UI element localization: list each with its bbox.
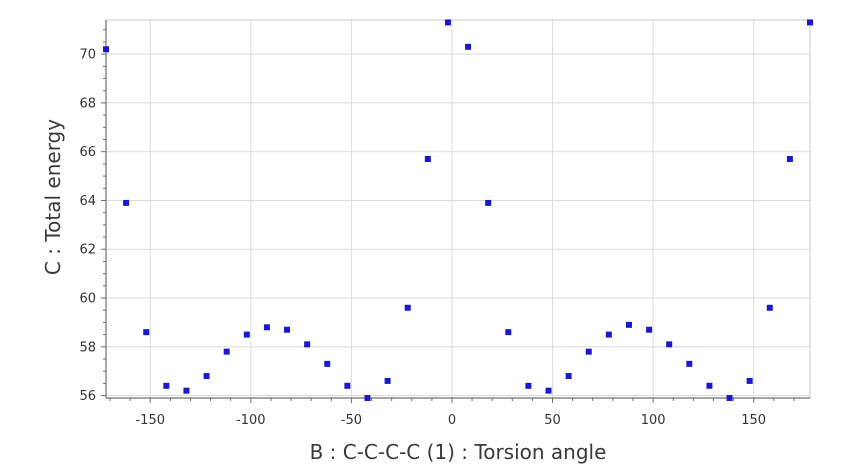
data-point: [585, 348, 592, 355]
y-tick-label: 66: [79, 145, 96, 160]
data-point: [404, 304, 411, 311]
data-point: [746, 377, 753, 384]
y-axis-title: C : Total energy: [41, 119, 65, 275]
y-tick-label: 60: [79, 292, 96, 307]
y-tick-label: 68: [79, 96, 96, 111]
data-points: [103, 19, 813, 401]
x-tick-label: 50: [544, 413, 561, 428]
y-tick-label: 58: [79, 340, 96, 355]
data-point: [284, 326, 291, 333]
data-point: [666, 341, 673, 348]
data-point: [243, 331, 250, 338]
data-point: [384, 377, 391, 384]
data-point: [123, 199, 130, 206]
data-point: [766, 304, 773, 311]
data-point: [605, 331, 612, 338]
y-tick-label: 56: [79, 389, 96, 404]
data-point: [706, 382, 713, 389]
axes: 56 58 60 62 64 66 68 70 -150 -100 -50 0 50 100 150: [79, 20, 810, 428]
x-tick-label: 100: [641, 413, 666, 428]
data-point: [565, 373, 572, 380]
data-point: [324, 360, 331, 367]
data-point: [625, 321, 632, 328]
data-point: [545, 387, 552, 394]
data-point: [686, 360, 693, 367]
data-point: [465, 43, 472, 50]
data-point: [364, 395, 371, 401]
data-point: [786, 156, 793, 163]
data-point: [485, 199, 492, 206]
data-point: [444, 19, 451, 26]
y-tick-label: 70: [79, 48, 96, 63]
y-tick-label: 62: [79, 243, 96, 258]
x-tick-label: -50: [341, 413, 362, 428]
data-point: [203, 373, 210, 380]
x-tick-label: 150: [741, 413, 766, 428]
x-tick-label: -150: [135, 413, 165, 428]
data-point: [807, 19, 813, 26]
data-point: [223, 348, 230, 355]
grid: [106, 20, 810, 398]
data-point: [143, 329, 150, 336]
data-point: [103, 46, 109, 53]
data-point: [163, 382, 170, 389]
x-tick-label: 0: [448, 413, 456, 428]
data-point: [525, 382, 532, 389]
data-point: [344, 382, 351, 389]
data-point: [263, 324, 270, 331]
data-point: [505, 329, 512, 336]
data-point: [726, 395, 733, 401]
x-axis-title: B : C-C-C-C (1) : Torsion angle: [310, 440, 607, 464]
plot-area: [105, 19, 811, 399]
y-tick-label: 64: [79, 194, 96, 209]
data-point: [304, 341, 311, 348]
data-point: [646, 326, 653, 333]
data-point: [183, 387, 190, 394]
data-point: [424, 156, 431, 163]
x-tick-label: -100: [236, 413, 266, 428]
